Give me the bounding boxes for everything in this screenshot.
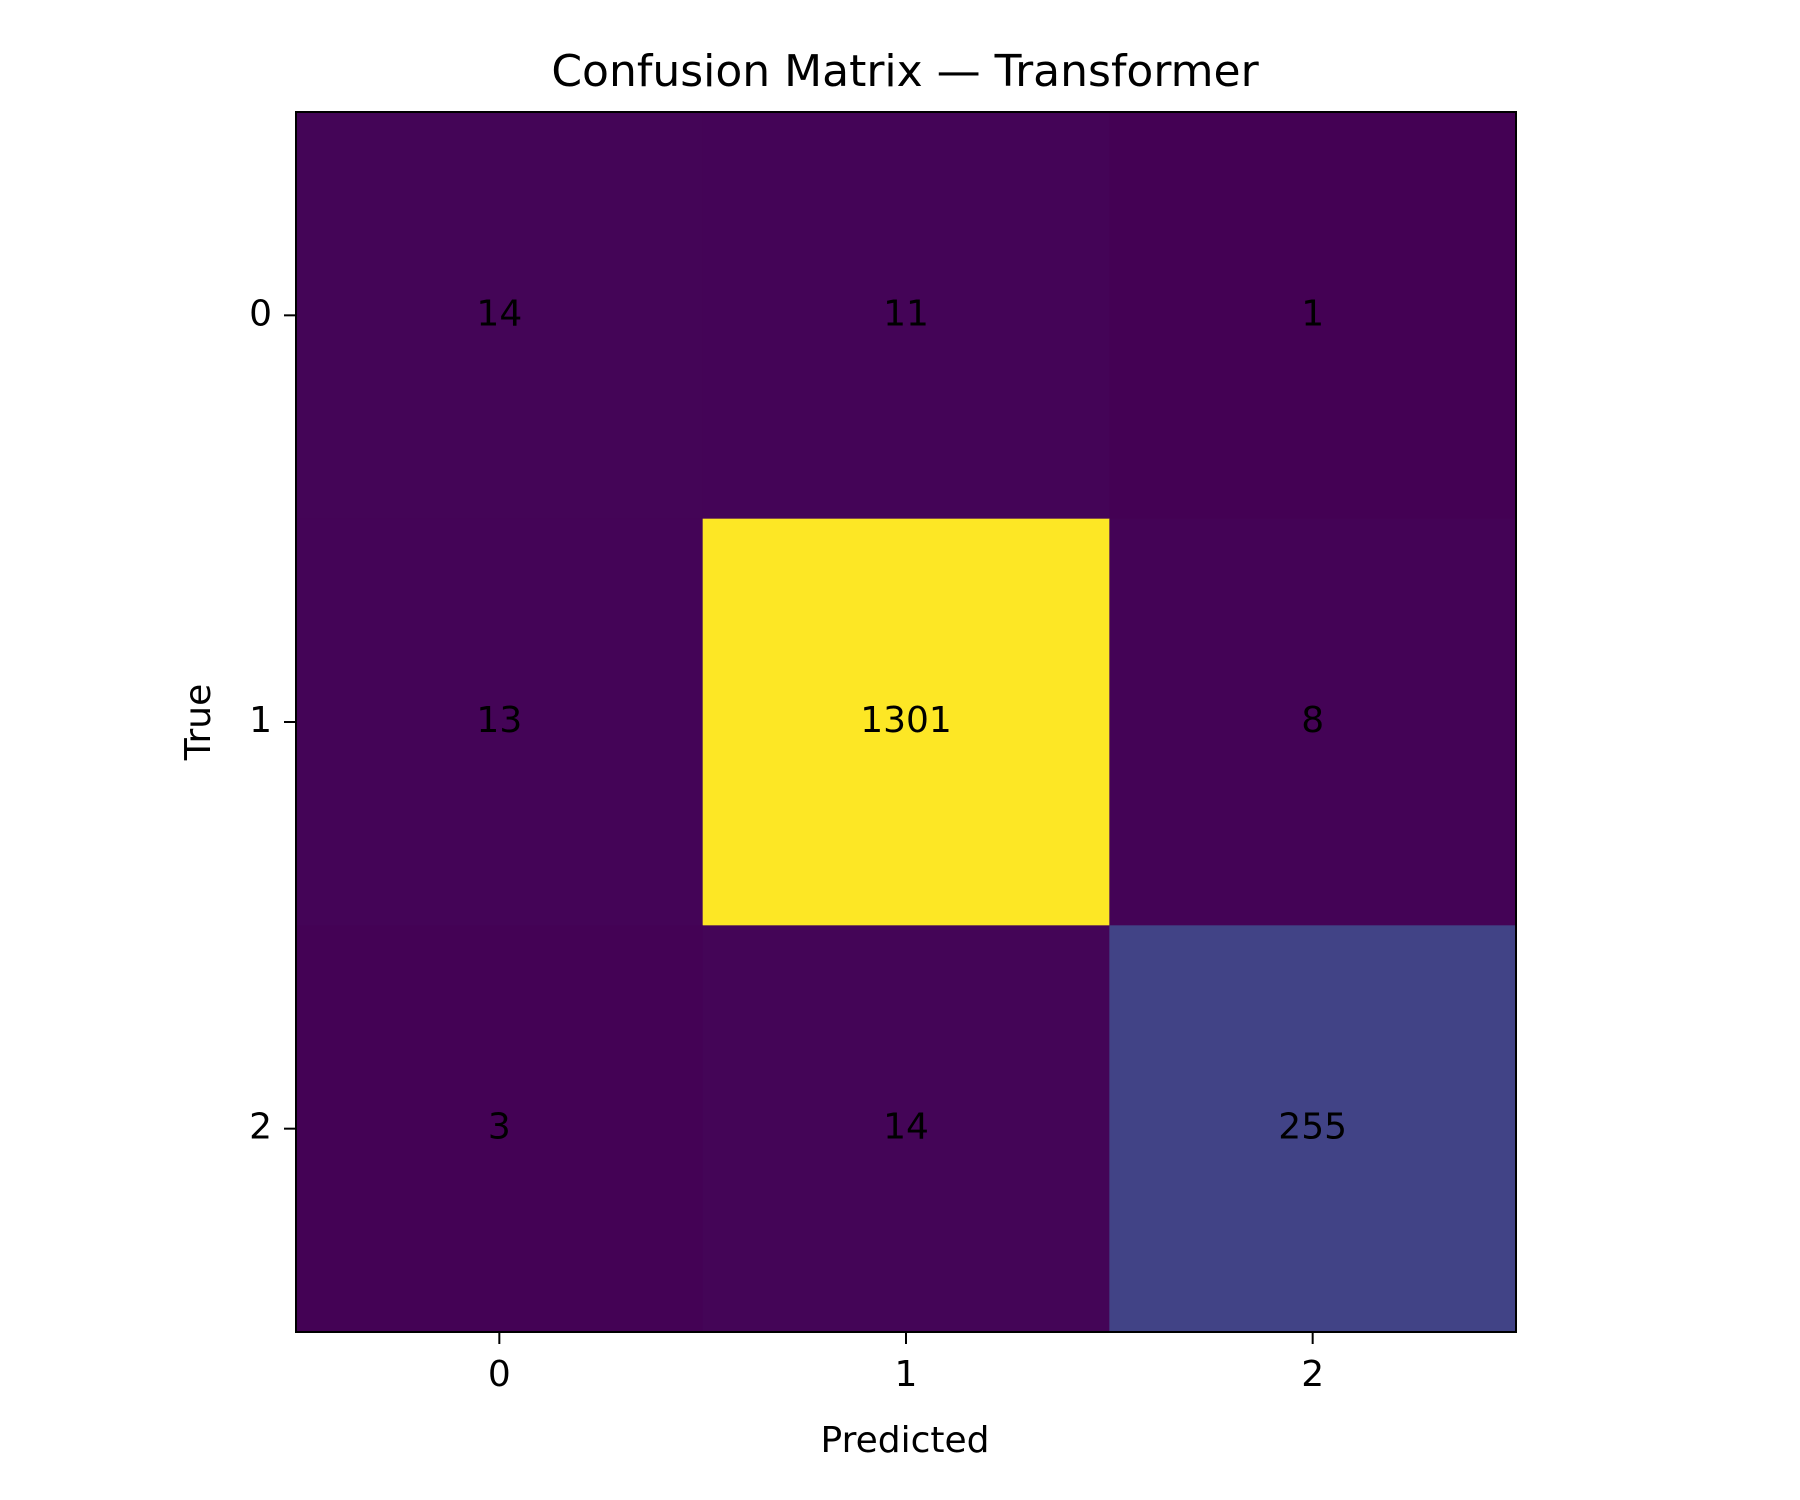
heatmap-cell-r0-c0 — [296, 112, 704, 520]
heatmap-cell-labels: 14 11 113 1301 83 14 255 — [476, 293, 1347, 1147]
heatmap-cell-r1-c2 — [1109, 518, 1517, 926]
y-tick-label: 1 — [249, 700, 272, 741]
x-axis-label: Predicted — [821, 1420, 990, 1461]
x-tick-label: 2 — [1301, 1354, 1324, 1395]
heatmap-cell-r0-c2 — [1109, 112, 1517, 520]
cell-value-r0-c0: 14 — [476, 293, 522, 334]
y-axis-label: True — [178, 684, 219, 761]
heatmap-cell-r2-c0 — [296, 925, 704, 1333]
cell-value-r1-c1: 1301 — [860, 700, 952, 741]
y-axis-ticks: 0 1 2 — [249, 293, 296, 1148]
heatmap-cell-r0-c1 — [702, 112, 1110, 520]
x-tick-label: 0 — [488, 1354, 511, 1395]
cell-value-r0-c1: 11 — [883, 293, 929, 334]
cell-value-r2-c0: 3 — [488, 1107, 511, 1148]
y-tick-label: 0 — [249, 293, 272, 334]
heatmap-cell-r2-c2 — [1109, 925, 1517, 1333]
heatmap-cells — [296, 112, 1517, 1333]
cell-value-r2-c2: 255 — [1278, 1107, 1347, 1148]
cell-value-r1-c0: 13 — [476, 700, 522, 741]
cell-value-r1-c2: 8 — [1301, 700, 1324, 741]
cell-value-r0-c2: 1 — [1301, 293, 1324, 334]
heatmap-cell-r2-c1 — [702, 925, 1110, 1333]
cell-value-r2-c1: 14 — [883, 1107, 929, 1148]
chart-title: Confusion Matrix — Transformer — [551, 46, 1259, 97]
heatmap-cell-r1-c0 — [296, 518, 704, 926]
heatmap-cell-r1-c1 — [702, 518, 1110, 926]
x-axis-ticks: 0 1 2 — [488, 1332, 1324, 1395]
y-tick-label: 2 — [249, 1107, 272, 1148]
x-tick-label: 1 — [895, 1354, 918, 1395]
